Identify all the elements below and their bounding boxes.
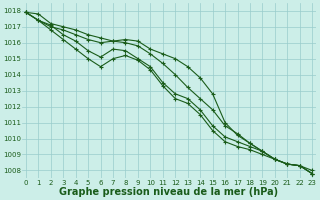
X-axis label: Graphe pression niveau de la mer (hPa): Graphe pression niveau de la mer (hPa) (60, 187, 279, 197)
